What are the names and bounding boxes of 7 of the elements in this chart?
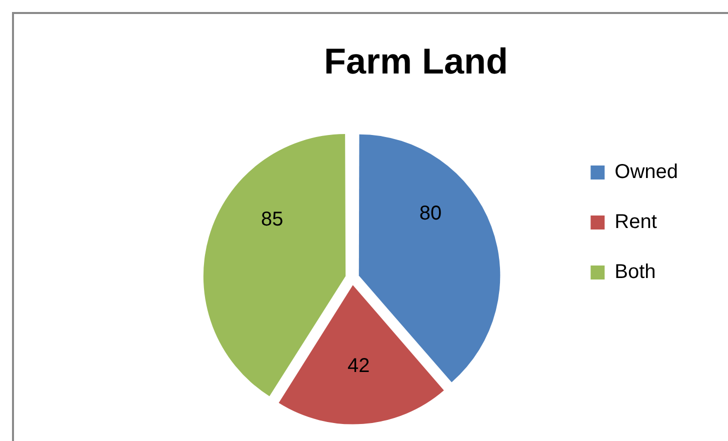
legend-label: Both [614,261,656,284]
data-label: 85 [261,208,284,230]
chart-title: Farm Land [324,40,508,82]
legend-label: Owned [614,161,678,184]
data-label: 80 [419,202,442,224]
data-label: 42 [348,354,370,377]
legend-label: Rent [614,211,658,234]
